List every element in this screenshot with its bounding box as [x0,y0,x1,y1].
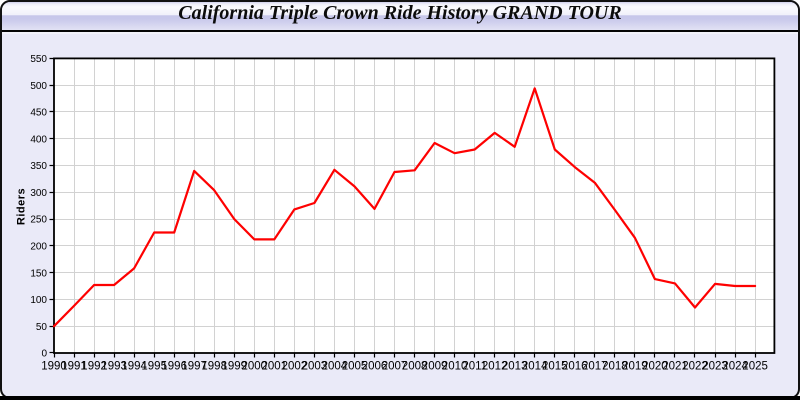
svg-text:1999: 1999 [222,361,248,373]
svg-text:1997: 1997 [181,361,207,373]
svg-text:2024: 2024 [722,361,748,373]
svg-text:1998: 1998 [201,361,227,373]
svg-text:2005: 2005 [342,361,368,373]
svg-text:400: 400 [30,134,47,145]
svg-text:2022: 2022 [682,361,708,373]
svg-text:250: 250 [30,215,47,226]
svg-text:2006: 2006 [362,361,388,373]
svg-text:150: 150 [30,268,47,279]
svg-text:2020: 2020 [642,361,668,373]
svg-text:2004: 2004 [322,361,348,373]
svg-text:Riders: Riders [16,188,28,225]
svg-text:1993: 1993 [101,361,127,373]
svg-text:1994: 1994 [121,361,147,373]
svg-text:2002: 2002 [282,361,308,373]
svg-text:2023: 2023 [702,361,728,373]
svg-text:2025: 2025 [742,361,768,373]
svg-text:2012: 2012 [482,361,508,373]
svg-text:2016: 2016 [562,361,588,373]
svg-text:1990: 1990 [41,361,67,373]
svg-text:100: 100 [30,295,47,306]
svg-text:1995: 1995 [141,361,167,373]
svg-text:2018: 2018 [602,361,628,373]
svg-text:2008: 2008 [402,361,428,373]
svg-text:1996: 1996 [161,361,187,373]
svg-text:2021: 2021 [662,361,688,373]
svg-text:300: 300 [30,188,47,199]
svg-text:450: 450 [30,108,47,119]
svg-text:2007: 2007 [382,361,408,373]
svg-text:1991: 1991 [61,361,87,373]
svg-text:50: 50 [36,322,48,333]
svg-text:350: 350 [30,161,47,172]
svg-text:2015: 2015 [542,361,568,373]
svg-text:2003: 2003 [302,361,328,373]
svg-text:2000: 2000 [242,361,268,373]
svg-text:1992: 1992 [81,361,107,373]
svg-text:200: 200 [30,242,47,253]
svg-text:2019: 2019 [622,361,648,373]
svg-text:2009: 2009 [422,361,448,373]
svg-text:2013: 2013 [502,361,528,373]
svg-text:0: 0 [41,349,47,360]
svg-text:2001: 2001 [262,361,288,373]
svg-text:2014: 2014 [522,361,548,373]
svg-text:2010: 2010 [442,361,468,373]
svg-text:550: 550 [30,54,47,65]
svg-text:2017: 2017 [582,361,608,373]
svg-text:2011: 2011 [462,361,487,373]
svg-text:500: 500 [30,81,47,92]
